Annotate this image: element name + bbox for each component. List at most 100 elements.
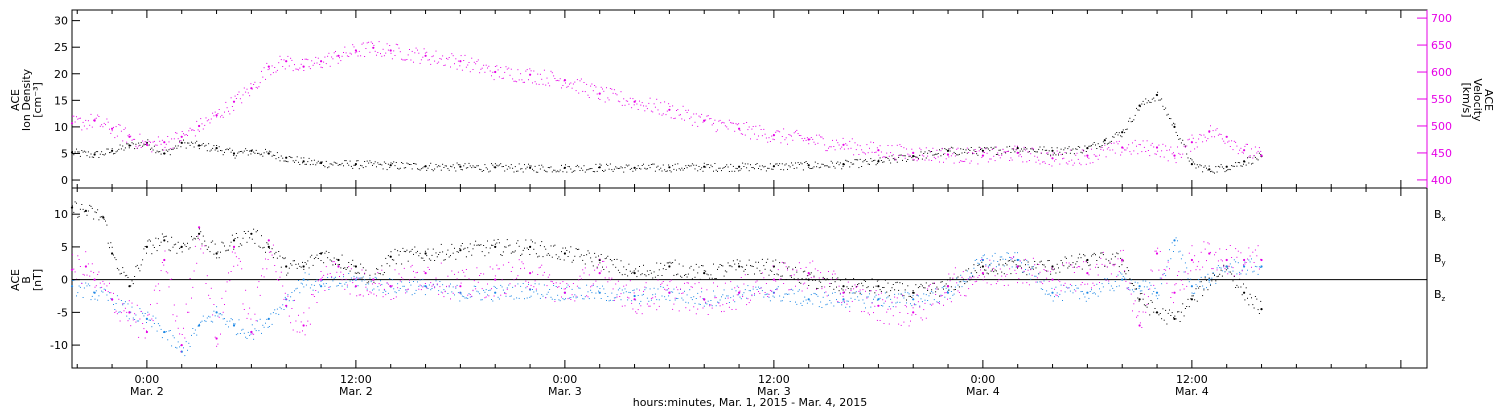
data-dot [1028,266,1030,268]
data-dot [845,278,847,280]
data-dot [93,218,95,220]
data-dot [109,128,110,130]
data-dot [1199,281,1201,283]
data-dot [370,162,372,164]
data-dot [993,155,995,157]
data-dot [341,279,343,281]
data-dot [1166,266,1168,268]
data-dot [94,298,96,300]
data-point [842,143,845,146]
data-dot [1046,277,1048,279]
data-dot [253,338,255,340]
data-dot [649,288,651,290]
data-dot [448,285,450,287]
data-dot [1026,282,1028,284]
data-dot [304,58,306,60]
data-dot [444,291,446,293]
data-dot [880,151,882,153]
data-dot [698,282,700,284]
data-dot [1085,260,1087,262]
data-dot [383,161,385,163]
data-dot [743,166,745,167]
data-dot [1174,244,1176,246]
data-dot [858,290,860,292]
data-dot [623,171,625,173]
data-dot [520,268,522,270]
data-dot [477,281,479,283]
data-dot [845,306,847,308]
data-dot [944,296,946,298]
data-dot [796,129,798,131]
data-dot [748,126,750,128]
data-dot [1068,160,1070,162]
data-dot [832,139,833,141]
data-dot [687,164,689,166]
data-dot [300,282,302,284]
data-dot [941,147,943,149]
data-dot [750,138,751,140]
data-dot [128,134,130,136]
data-dot [192,239,194,241]
data-dot [418,168,420,170]
data-dot [328,286,330,288]
data-dot [282,285,284,287]
data-dot [346,286,348,288]
data-dot [928,286,930,288]
data-dot [1257,245,1259,247]
data-dot [410,250,412,252]
data-dot [83,150,85,152]
data-dot [1019,260,1021,262]
data-dot [431,56,433,58]
data-dot [816,134,818,136]
data-dot [1026,259,1028,261]
data-dot [241,244,243,246]
data-dot [1079,146,1081,148]
data-dot [1116,141,1118,143]
data-dot [510,252,512,254]
data-dot [426,51,428,53]
data-dot [690,265,692,267]
data-dot [961,160,963,162]
data-dot [103,122,105,124]
data-dot [1125,129,1127,130]
data-dot [571,261,573,263]
data-dot [1001,271,1003,273]
data-dot [1159,99,1161,101]
data-dot [619,296,621,297]
data-dot [423,285,425,287]
data-dot [1224,142,1226,144]
data-dot [1171,292,1173,294]
data-dot [724,297,726,299]
data-dot [1253,270,1255,272]
legend-subscript: z [1442,295,1446,303]
data-dot [890,290,892,292]
data-dot [1177,135,1178,136]
data-dot [323,61,325,63]
data-dot [611,277,613,279]
data-dot [1089,291,1091,292]
data-dot [538,255,540,257]
data-dot [718,167,720,169]
data-dot [1079,266,1081,268]
data-dot [298,69,299,71]
data-dot [759,288,761,289]
data-dot [824,144,826,146]
data-dot [1132,310,1133,312]
data-dot [1035,267,1037,269]
data-dot [115,151,117,153]
data-dot [654,293,656,295]
data-dot [323,283,325,285]
data-dot [194,238,196,240]
data-dot [941,287,943,289]
y-tick-label: 0 [61,174,68,187]
data-dot [707,274,709,276]
data-dot [719,299,721,301]
data-dot [851,138,853,140]
data-dot [1040,288,1042,290]
data-dot [763,277,765,279]
data-dot [494,163,496,165]
data-dot [902,159,903,161]
data-dot [990,262,992,264]
data-dot [1093,284,1095,286]
data-dot [837,301,839,302]
